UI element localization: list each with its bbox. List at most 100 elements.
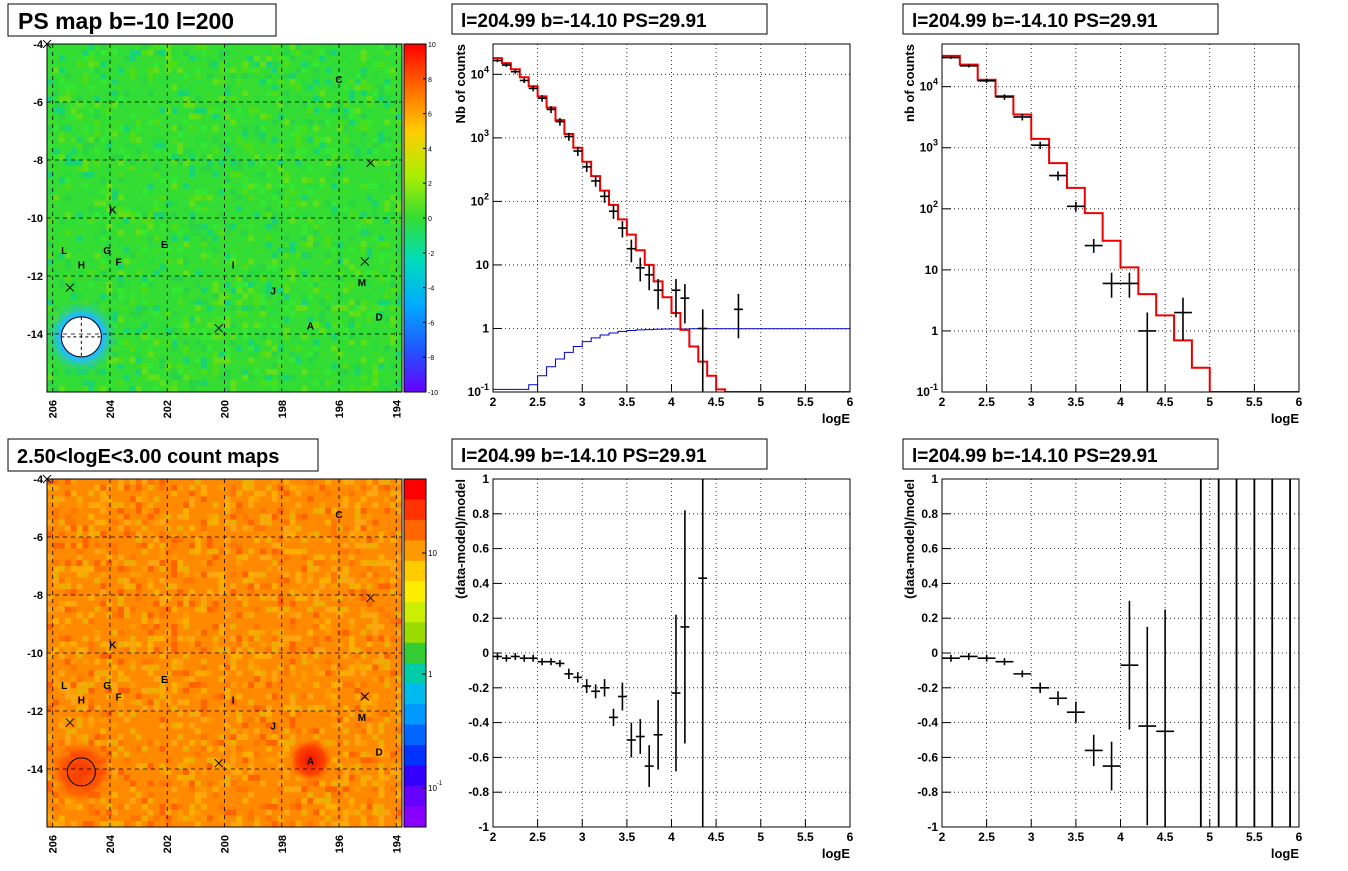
map-pixel [159,716,166,723]
map-pixel [159,693,166,700]
map-pixel [206,589,213,595]
map-pixel [230,589,237,595]
map-pixel [171,583,178,590]
map-pixel [348,334,355,340]
residual-fine-points [493,479,708,827]
map-pixel [242,525,249,532]
map-pixel [242,322,249,329]
map-pixel [153,119,160,126]
x-tick-label: 3 [1028,830,1035,844]
map-pixel [100,73,107,79]
map-pixel [88,664,95,671]
map-pixel [396,629,402,636]
map-pixel [118,316,124,323]
map-pixel [283,374,290,381]
map-pixel [271,194,278,201]
map-pixel [313,136,320,143]
map-pixel [265,351,272,358]
map-pixel [348,299,355,305]
map-pixel [224,537,231,543]
map-pixel [47,235,53,242]
map-pixel [254,90,261,97]
map-pixel [212,351,219,358]
map-pixel [159,519,166,526]
map-pixel [372,252,379,259]
map-pixel [390,537,397,543]
map-pixel [360,693,367,700]
map-pixel [248,78,255,85]
map-pixel [100,560,107,566]
title-ps-map: PS map b=-10 l=200 [18,8,234,34]
map-pixel [372,658,379,665]
map-pixel [248,821,255,827]
map-pixel [301,554,308,561]
map-pixel [171,177,178,184]
map-pixel [135,815,142,822]
map-pixel [248,809,255,816]
map-pixel [129,809,136,816]
map-pixel [112,751,119,758]
map-pixel [271,252,278,259]
map-pixel [325,252,332,259]
map-pixel [384,55,391,62]
map-pixel [94,803,101,810]
map-pixel [230,699,237,706]
map-pixel [242,624,249,630]
map-pixel [200,769,207,775]
map-pixel [289,189,296,195]
map-pixel [123,542,130,549]
map-pixel [206,745,213,752]
y-tick-label: 1 [931,324,938,338]
map-pixel [248,525,255,532]
map-pixel [189,740,195,746]
map-pixel [354,270,361,276]
map-pixel [94,160,101,166]
map-pixel [106,647,113,653]
map-pixel [319,809,326,816]
map-pixel [135,345,142,352]
map-pixel [52,194,59,201]
map-pixel [248,305,255,311]
map-pixel [200,44,207,50]
map-pixel [171,258,178,265]
map-pixel [265,258,272,265]
map-pixel [260,803,266,810]
map-pixel [206,809,213,816]
map-pixel [360,177,367,184]
map-pixel [123,641,130,648]
map-pixel [206,757,213,764]
map-pixel [289,809,296,816]
map-pixel [100,734,107,740]
map-pixel [295,84,302,91]
map-pixel [177,664,184,671]
map-pixel [159,537,166,543]
map-pixel [177,815,184,822]
map-pixel [396,508,402,514]
map-pixel [112,774,119,781]
map-pixel [159,125,166,131]
map-pixel [366,716,373,723]
map-pixel [277,374,284,381]
map-pixel [313,595,320,601]
map-pixel [354,658,361,665]
map-pixel [260,113,266,120]
map-pixel [384,490,391,497]
map-pixel [354,339,361,346]
map-pixel [194,299,201,305]
map-pixel [265,537,272,543]
y-tick-label: 10-1 [468,382,489,399]
map-pixel [64,525,71,532]
map-pixel [348,131,355,137]
map-pixel [260,142,266,149]
map-pixel [100,264,107,271]
map-pixel [336,589,343,595]
map-pixel [129,647,136,653]
map-pixel [348,711,355,717]
map-pixel [123,612,130,619]
map-pixel [224,305,231,311]
map-pixel [325,606,332,613]
map-pixel [171,345,178,352]
map-pixel [295,67,302,73]
map-pixel [189,682,195,688]
map-pixel [76,374,83,381]
